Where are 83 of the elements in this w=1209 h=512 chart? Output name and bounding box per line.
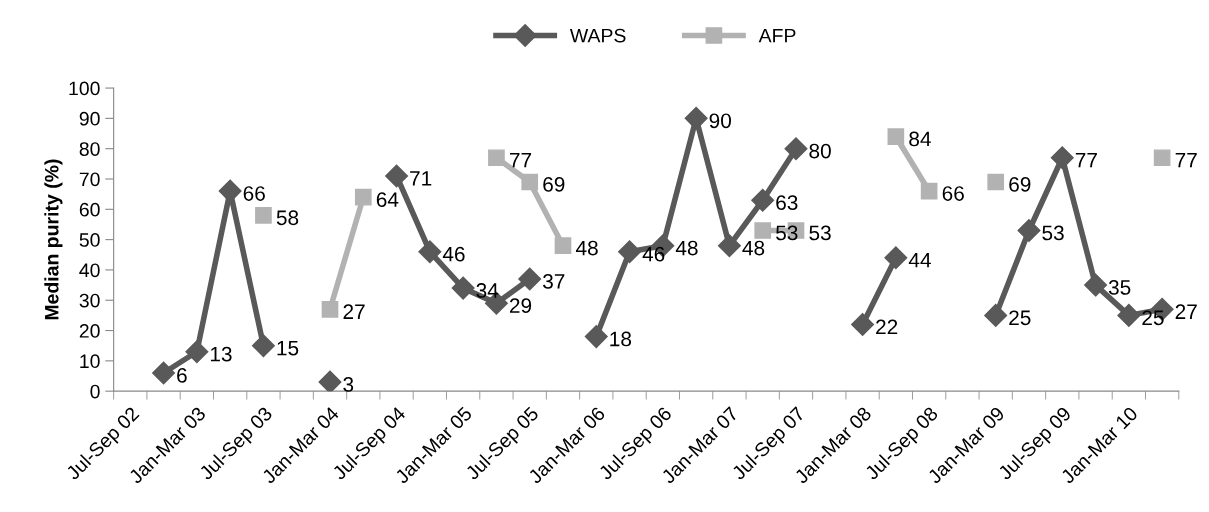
y-tick-label: 90	[79, 111, 100, 126]
data-label: 18	[610, 331, 632, 347]
data-label: 13	[210, 346, 232, 362]
y-tick-label: 40	[79, 263, 100, 278]
point	[451, 276, 475, 300]
data-label: 48	[575, 240, 598, 256]
y-tick-label: 60	[79, 202, 100, 217]
data-label: 53	[776, 225, 798, 241]
data-label: 27	[343, 304, 365, 319]
data-label: 25	[1142, 310, 1164, 326]
point	[987, 173, 1005, 191]
data-label: 15	[277, 340, 299, 356]
point	[354, 188, 372, 206]
point	[185, 340, 209, 364]
data-label: 48	[742, 240, 765, 256]
point	[717, 234, 741, 258]
point	[684, 106, 708, 130]
data-label: 27	[1175, 304, 1197, 319]
point	[754, 222, 772, 239]
point	[851, 312, 875, 336]
data-label: 35	[1108, 280, 1131, 295]
data-label: 46	[442, 246, 465, 262]
data-label: 3	[343, 377, 354, 392]
point	[152, 361, 176, 385]
y-tick-label: 20	[79, 324, 100, 338]
data-label: 53	[1042, 225, 1064, 241]
y-axis-title: Median purity (%)	[44, 159, 63, 320]
data-label: 46	[642, 246, 665, 262]
data-label: 90	[709, 113, 731, 129]
data-label: 48	[675, 240, 698, 256]
data-label: 84	[909, 131, 931, 147]
legend-label: AFP	[758, 28, 796, 43]
data-label: 64	[376, 192, 399, 207]
data-label: 37	[543, 274, 565, 289]
legend-label: WAPS	[569, 28, 626, 43]
point	[920, 182, 938, 200]
point	[518, 267, 542, 291]
point	[1050, 146, 1074, 170]
data-label: 63	[776, 195, 798, 210]
point	[751, 188, 775, 212]
point	[385, 164, 409, 188]
data-label: 80	[809, 143, 831, 159]
point	[887, 128, 905, 145]
y-tick-label: 70	[79, 172, 100, 187]
point	[318, 370, 342, 392]
point	[984, 303, 1008, 327]
data-label: 71	[410, 171, 432, 186]
y-tick-label: 100	[69, 81, 100, 96]
point	[784, 137, 808, 161]
y-tick-label: 30	[79, 293, 100, 308]
point	[1084, 273, 1108, 297]
data-label: 25	[1009, 310, 1031, 326]
point	[554, 237, 572, 255]
data-label: 34	[476, 283, 499, 298]
point	[488, 149, 505, 167]
data-label: 77	[1175, 153, 1197, 168]
point	[1117, 303, 1141, 327]
data-label: 29	[509, 298, 532, 314]
data-label: 66	[942, 186, 964, 201]
y-tick-label: 50	[79, 233, 100, 247]
data-label: 44	[908, 253, 931, 268]
data-label: 77	[509, 153, 532, 168]
data-label: 53	[809, 225, 831, 241]
point	[584, 325, 608, 349]
y-tick-label: 80	[79, 142, 100, 156]
point	[321, 300, 339, 318]
data-label: 69	[1009, 177, 1031, 192]
y-tick-label: 10	[80, 354, 100, 369]
y-tick-label: 0	[90, 384, 100, 399]
point	[1017, 219, 1041, 243]
data-label: 22	[876, 319, 898, 335]
point	[255, 207, 272, 224]
data-label: 77	[1075, 153, 1097, 168]
data-label: 69	[543, 177, 565, 192]
data-label: 6	[177, 367, 187, 383]
point	[618, 240, 642, 264]
point	[884, 246, 908, 270]
point	[418, 240, 442, 264]
data-label: 66	[243, 186, 265, 201]
point	[251, 334, 275, 358]
point	[521, 173, 539, 191]
data-label: 58	[276, 210, 299, 226]
point	[1153, 149, 1171, 167]
